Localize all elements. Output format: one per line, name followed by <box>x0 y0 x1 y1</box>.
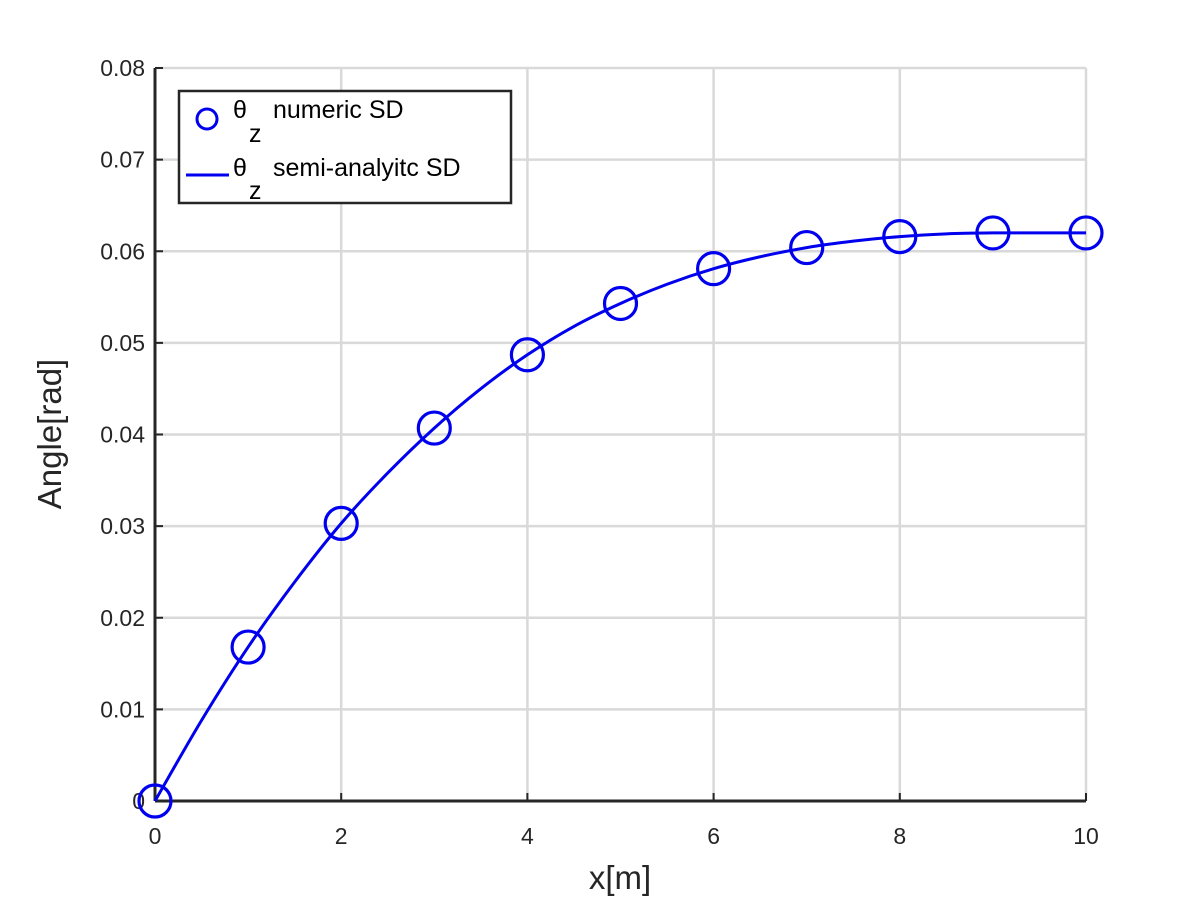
legend-symbol-semi-analytic: θ <box>233 154 247 182</box>
y-axis-label: Angle[rad] <box>31 359 68 509</box>
y-tick-label: 0.05 <box>100 330 145 356</box>
y-tick-label: 0.01 <box>100 696 145 722</box>
data-point-numeric <box>416 410 452 446</box>
x-tick-label: 4 <box>521 823 534 849</box>
legend-symbol-numeric: θ <box>233 96 247 124</box>
data-point-numeric <box>137 783 173 819</box>
series-line-semi-analytic <box>153 231 1086 802</box>
legend: θ z numeric SD θ z semi-analyitc SD <box>177 89 513 205</box>
data-point-numeric <box>509 337 546 373</box>
y-tick-label: 0.03 <box>100 513 145 539</box>
data-point-numeric <box>230 629 266 665</box>
data-point-numeric <box>602 285 639 322</box>
y-tick-label: 0.06 <box>100 238 145 264</box>
series-layer <box>137 215 1104 819</box>
data-point-numeric <box>695 251 732 287</box>
data-point-numeric <box>323 505 359 541</box>
x-tick-label: 10 <box>1073 823 1099 849</box>
grid-lines <box>155 66 1088 801</box>
data-point-numeric <box>1068 215 1104 251</box>
legend-label-semi-analytic: semi-analyitc SD <box>273 154 461 182</box>
y-tick-label: 0.07 <box>100 147 145 173</box>
legend-box <box>177 89 513 205</box>
x-tick-label: 0 <box>149 823 162 849</box>
axes <box>153 67 1087 803</box>
y-tick-label: 0.08 <box>100 55 145 81</box>
x-tick-label: 2 <box>335 823 348 849</box>
y-tick-label: 0.02 <box>100 605 145 631</box>
x-axis-label: x[m] <box>589 859 651 896</box>
x-tick-label: 8 <box>893 823 906 849</box>
data-point-numeric <box>975 215 1011 251</box>
y-tick-label: 0.04 <box>100 422 145 448</box>
data-point-numeric <box>789 229 825 266</box>
x-tick-label: 6 <box>707 823 720 849</box>
legend-subscript-semi-analytic: z <box>249 177 262 205</box>
legend-marker-numeric <box>195 107 219 131</box>
legend-subscript-numeric: z <box>249 120 262 148</box>
data-point-numeric <box>882 218 918 255</box>
legend-label-numeric: numeric SD <box>273 96 404 124</box>
